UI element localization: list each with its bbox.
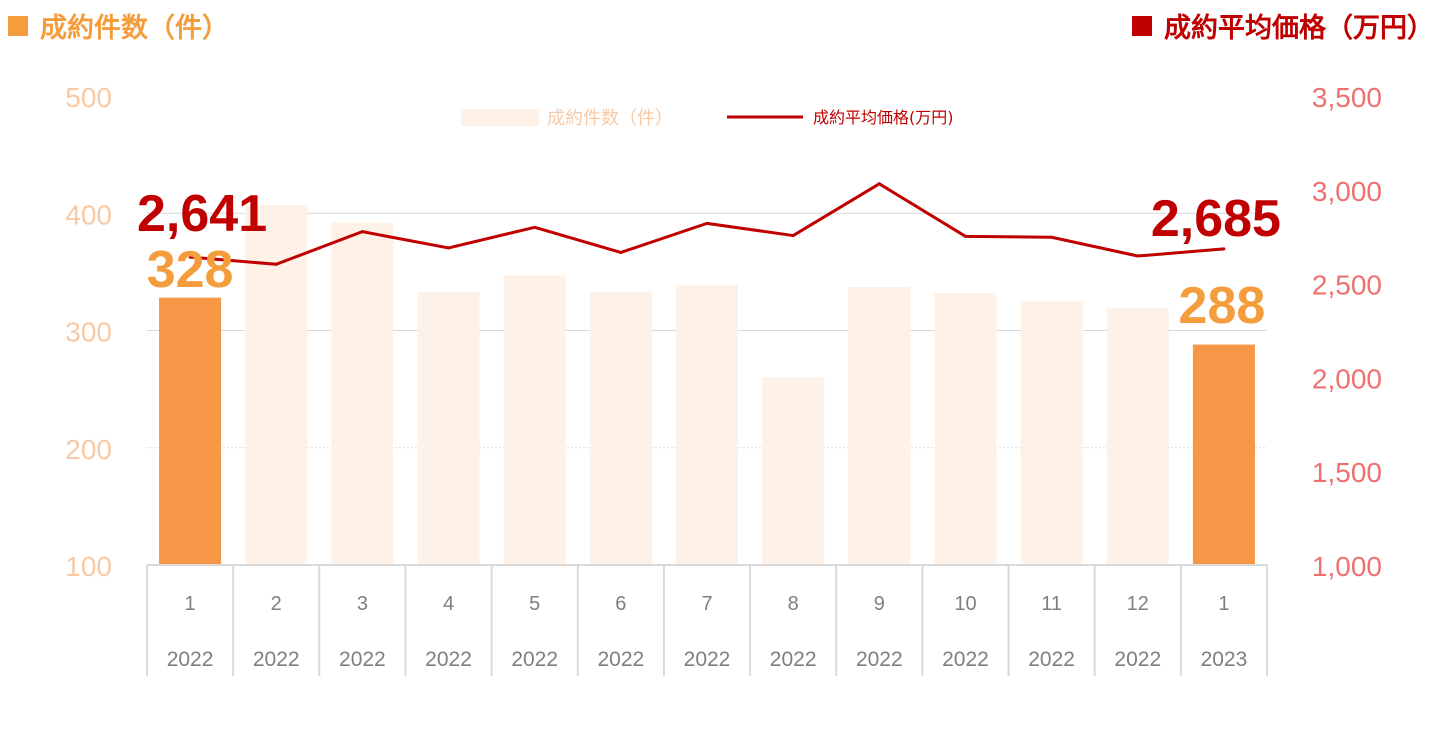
- price-point: [360, 230, 364, 234]
- price-point: [188, 255, 192, 259]
- left-axis-title-text: 成約件数（件）: [40, 13, 229, 44]
- price-point: [447, 246, 451, 250]
- category-year-label: 2022: [856, 648, 903, 671]
- bar: [589, 291, 652, 565]
- right-tick-label: 2,500: [1312, 270, 1382, 301]
- count-first-label: 328: [147, 241, 234, 299]
- right-tick-label: 2,000: [1312, 363, 1382, 394]
- category-month-label: 11: [1041, 593, 1062, 615]
- left-tick-label: 300: [65, 317, 112, 348]
- category-year-label: 2022: [167, 648, 214, 671]
- legend-line-label: 成約平均価格(万円): [813, 108, 954, 127]
- price-point: [877, 182, 881, 186]
- price-point: [963, 234, 967, 238]
- bar: [245, 205, 308, 566]
- category-year-label: 2022: [253, 648, 300, 671]
- category-month-label: 3: [357, 593, 368, 615]
- category-year-label: 2022: [597, 648, 644, 671]
- category-month-label: 1: [1218, 593, 1229, 615]
- left-tick-label: 400: [65, 199, 112, 230]
- price-first-label: 2,641: [137, 185, 267, 243]
- right-tick-label: 1,500: [1312, 457, 1382, 488]
- bar: [331, 222, 394, 565]
- bar: [934, 292, 997, 565]
- bar: [503, 275, 566, 565]
- bar: [1192, 344, 1255, 565]
- bar: [848, 287, 911, 565]
- category-month-label: 7: [701, 593, 712, 615]
- category-year-label: 2022: [1114, 648, 1161, 671]
- bar: [762, 377, 825, 565]
- right-tick-label: 3,000: [1312, 176, 1382, 207]
- price-point: [705, 221, 709, 225]
- price-point: [619, 250, 623, 254]
- category-month-label: 8: [788, 593, 799, 615]
- bar: [159, 297, 222, 565]
- right-axis-title-text: 成約平均価格（万円）: [1164, 13, 1434, 44]
- left-tick-label: 500: [65, 82, 112, 113]
- category-month-label: 1: [185, 593, 196, 615]
- price-point: [1136, 254, 1140, 258]
- category-month-label: 4: [443, 593, 454, 615]
- right-tick-label: 3,500: [1312, 82, 1382, 113]
- price-last-label: 2,685: [1151, 190, 1281, 248]
- left-tick-label: 200: [65, 434, 112, 465]
- category-month-label: 5: [529, 593, 540, 615]
- category-year-label: 2022: [770, 648, 817, 671]
- category-year-label: 2022: [1028, 648, 1075, 671]
- bar: [1106, 308, 1169, 565]
- category-month-label: 6: [615, 593, 626, 615]
- category-month-label: 9: [874, 593, 885, 615]
- red-square-icon: [1132, 15, 1152, 36]
- category-month-label: 10: [954, 593, 976, 615]
- category-year-label: 2023: [1201, 648, 1248, 671]
- category-year-label: 2022: [425, 648, 472, 671]
- legend-bar-label: 成約件数（件）: [547, 108, 673, 129]
- price-point: [1050, 235, 1054, 239]
- right-tick-label: 1,000: [1312, 551, 1382, 582]
- category-year-label: 2022: [942, 648, 989, 671]
- price-point: [533, 225, 537, 229]
- orange-square-icon: [8, 15, 28, 36]
- count-last-label: 288: [1179, 277, 1266, 335]
- left-tick-label: 100: [65, 551, 112, 582]
- category-month-label: 12: [1127, 593, 1149, 615]
- bar: [676, 284, 738, 565]
- category-year-label: 2022: [684, 648, 731, 671]
- legend-bar-swatch: [461, 109, 539, 126]
- price-point: [791, 234, 795, 238]
- category-year-label: 2022: [339, 648, 386, 671]
- bar: [1020, 301, 1083, 565]
- category-year-label: 2022: [511, 648, 558, 671]
- right-axis-title: 成約平均価格（万円）: [1132, 6, 1434, 45]
- price-point: [274, 262, 278, 266]
- price-point: [1222, 247, 1226, 251]
- left-axis-title: 成約件数（件）: [8, 6, 229, 45]
- category-month-label: 2: [271, 593, 282, 615]
- bar: [417, 291, 480, 565]
